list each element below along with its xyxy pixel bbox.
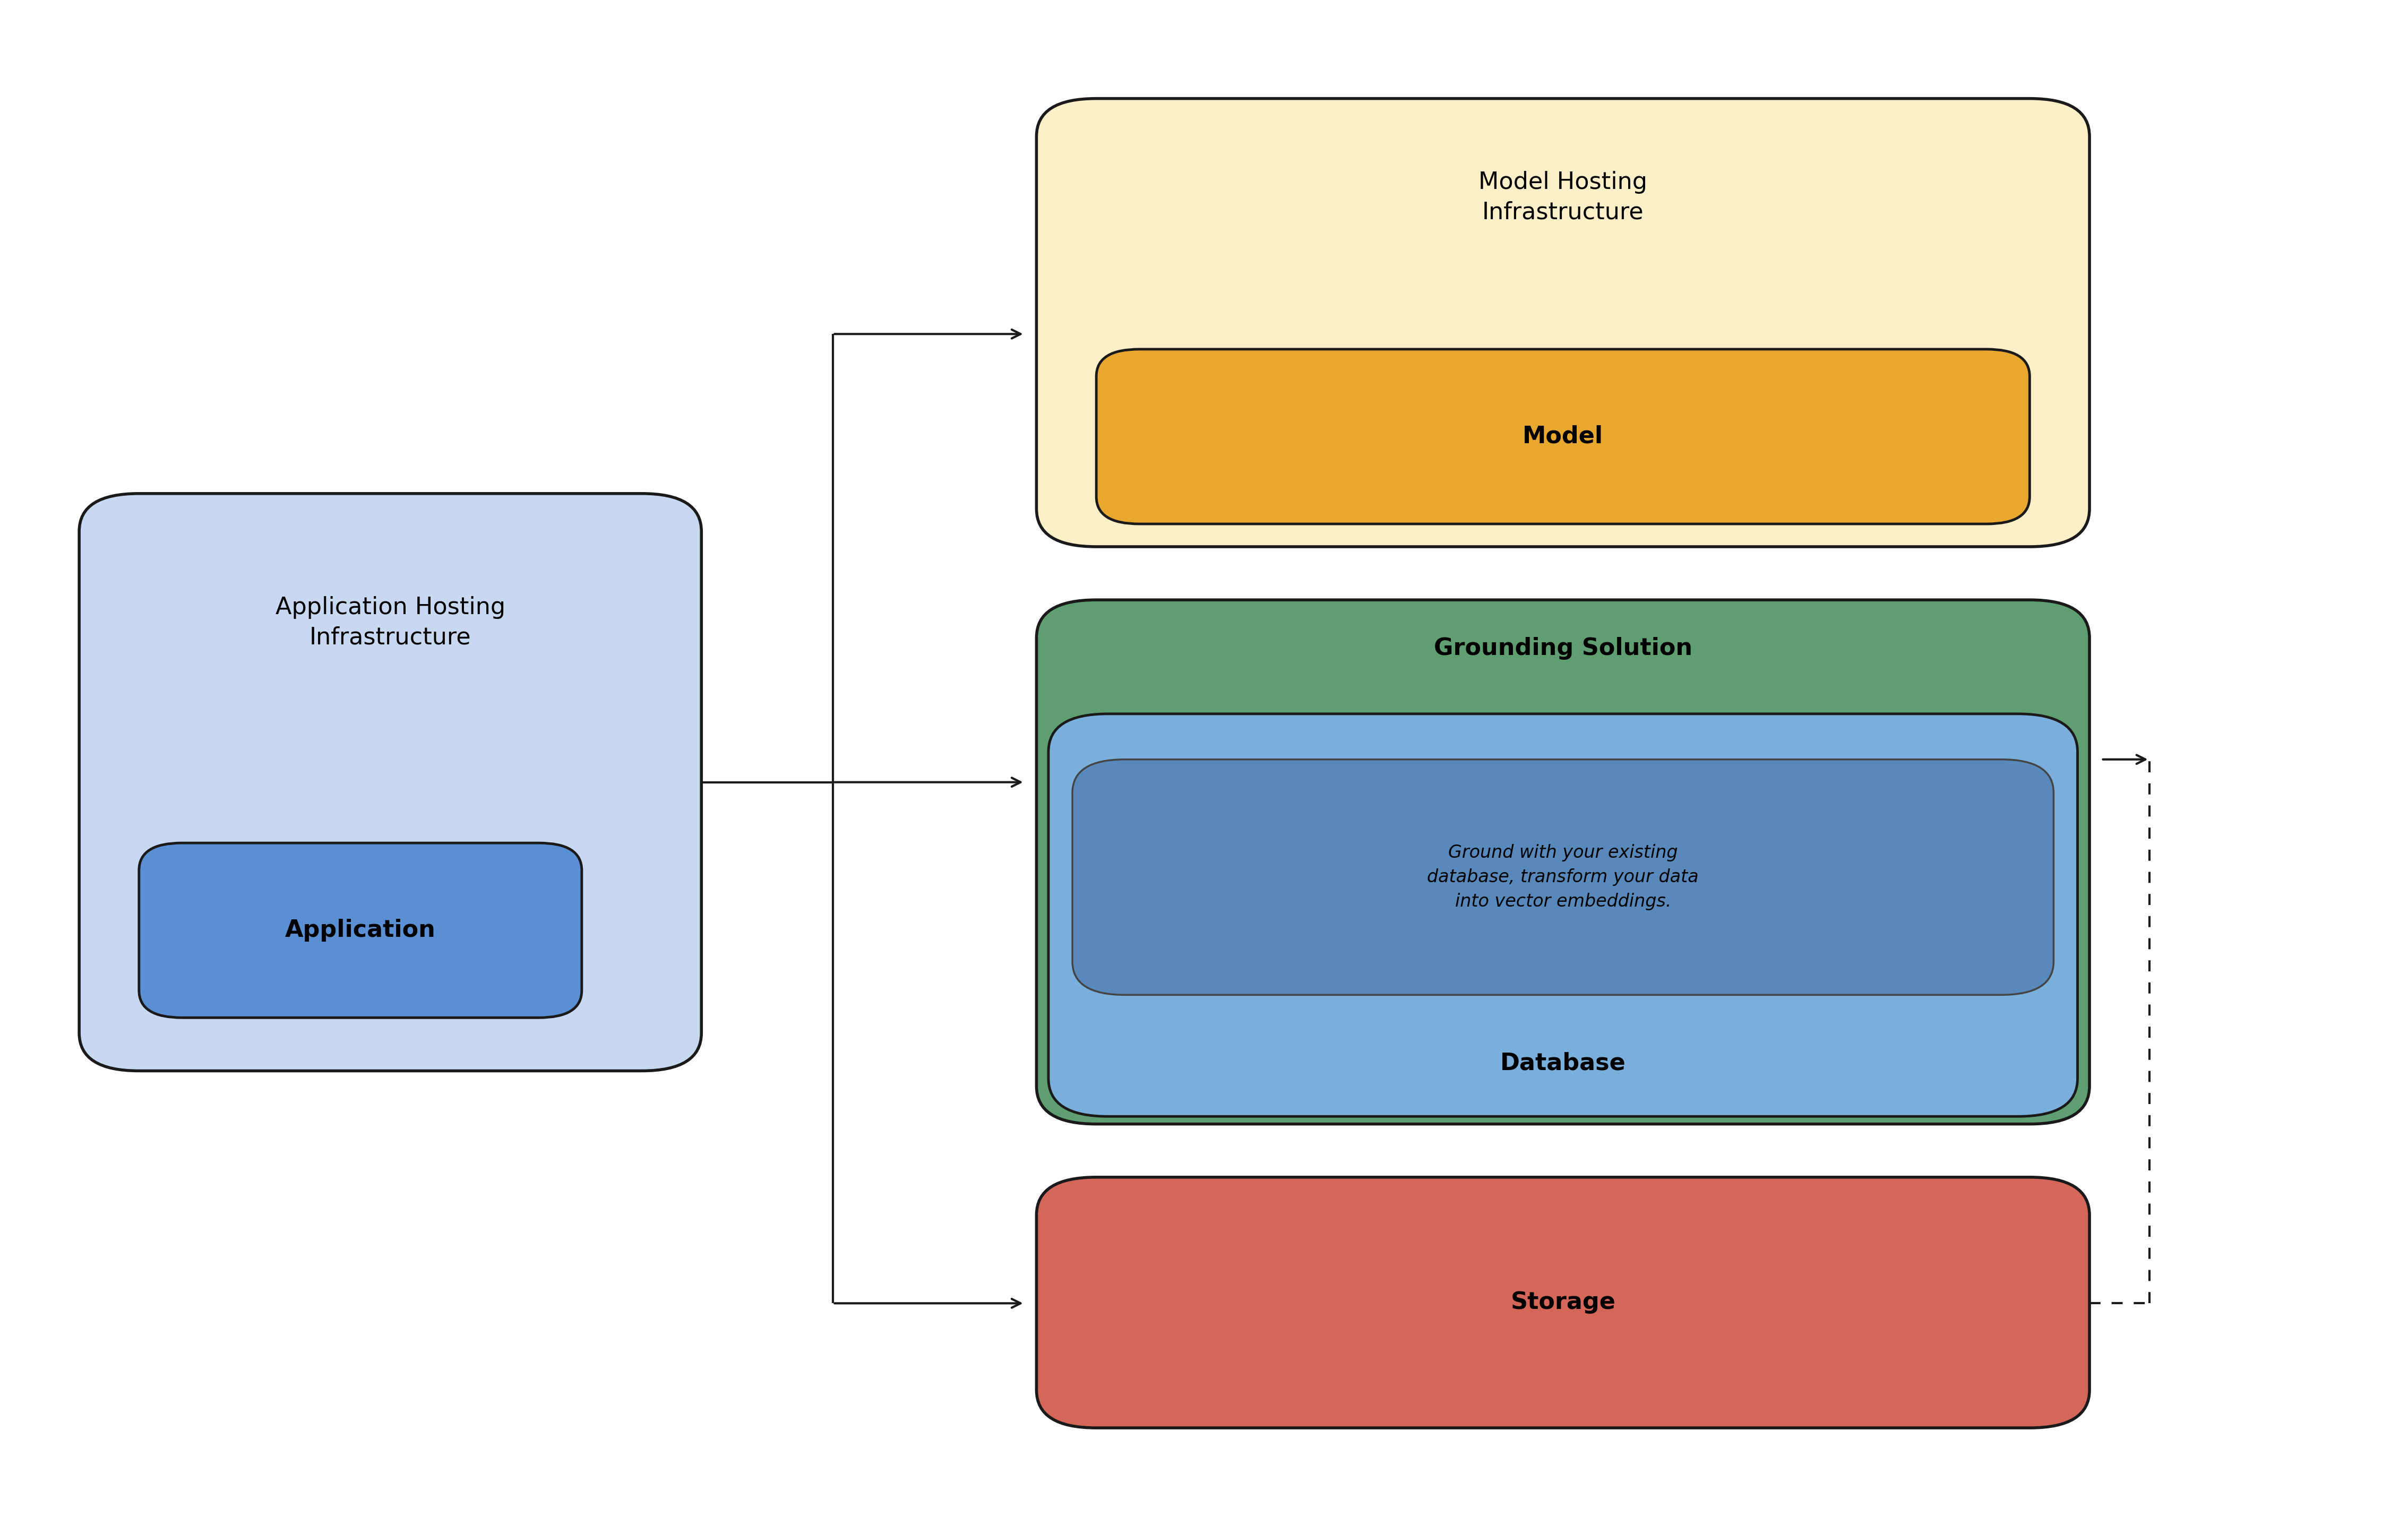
- Text: Storage: Storage: [1510, 1292, 1616, 1315]
- FancyBboxPatch shape: [1047, 713, 2078, 1117]
- Text: Application: Application: [284, 919, 436, 942]
- Text: Ground with your existing
database, transform your data
into vector embeddings.: Ground with your existing database, tran…: [1428, 844, 1698, 910]
- Text: Model: Model: [1522, 425, 1604, 448]
- FancyBboxPatch shape: [79, 494, 701, 1071]
- FancyBboxPatch shape: [1035, 600, 2090, 1124]
- FancyBboxPatch shape: [1072, 759, 2054, 996]
- Text: Database: Database: [1500, 1052, 1625, 1075]
- Text: Grounding Solution: Grounding Solution: [1433, 637, 1693, 660]
- FancyBboxPatch shape: [1035, 98, 2090, 546]
- Text: Application Hosting
Infrastructure: Application Hosting Infrastructure: [275, 597, 506, 649]
- FancyBboxPatch shape: [1035, 1177, 2090, 1428]
- Text: Model Hosting
Infrastructure: Model Hosting Infrastructure: [1479, 170, 1647, 224]
- FancyBboxPatch shape: [1096, 350, 2030, 525]
- FancyBboxPatch shape: [140, 844, 583, 1017]
